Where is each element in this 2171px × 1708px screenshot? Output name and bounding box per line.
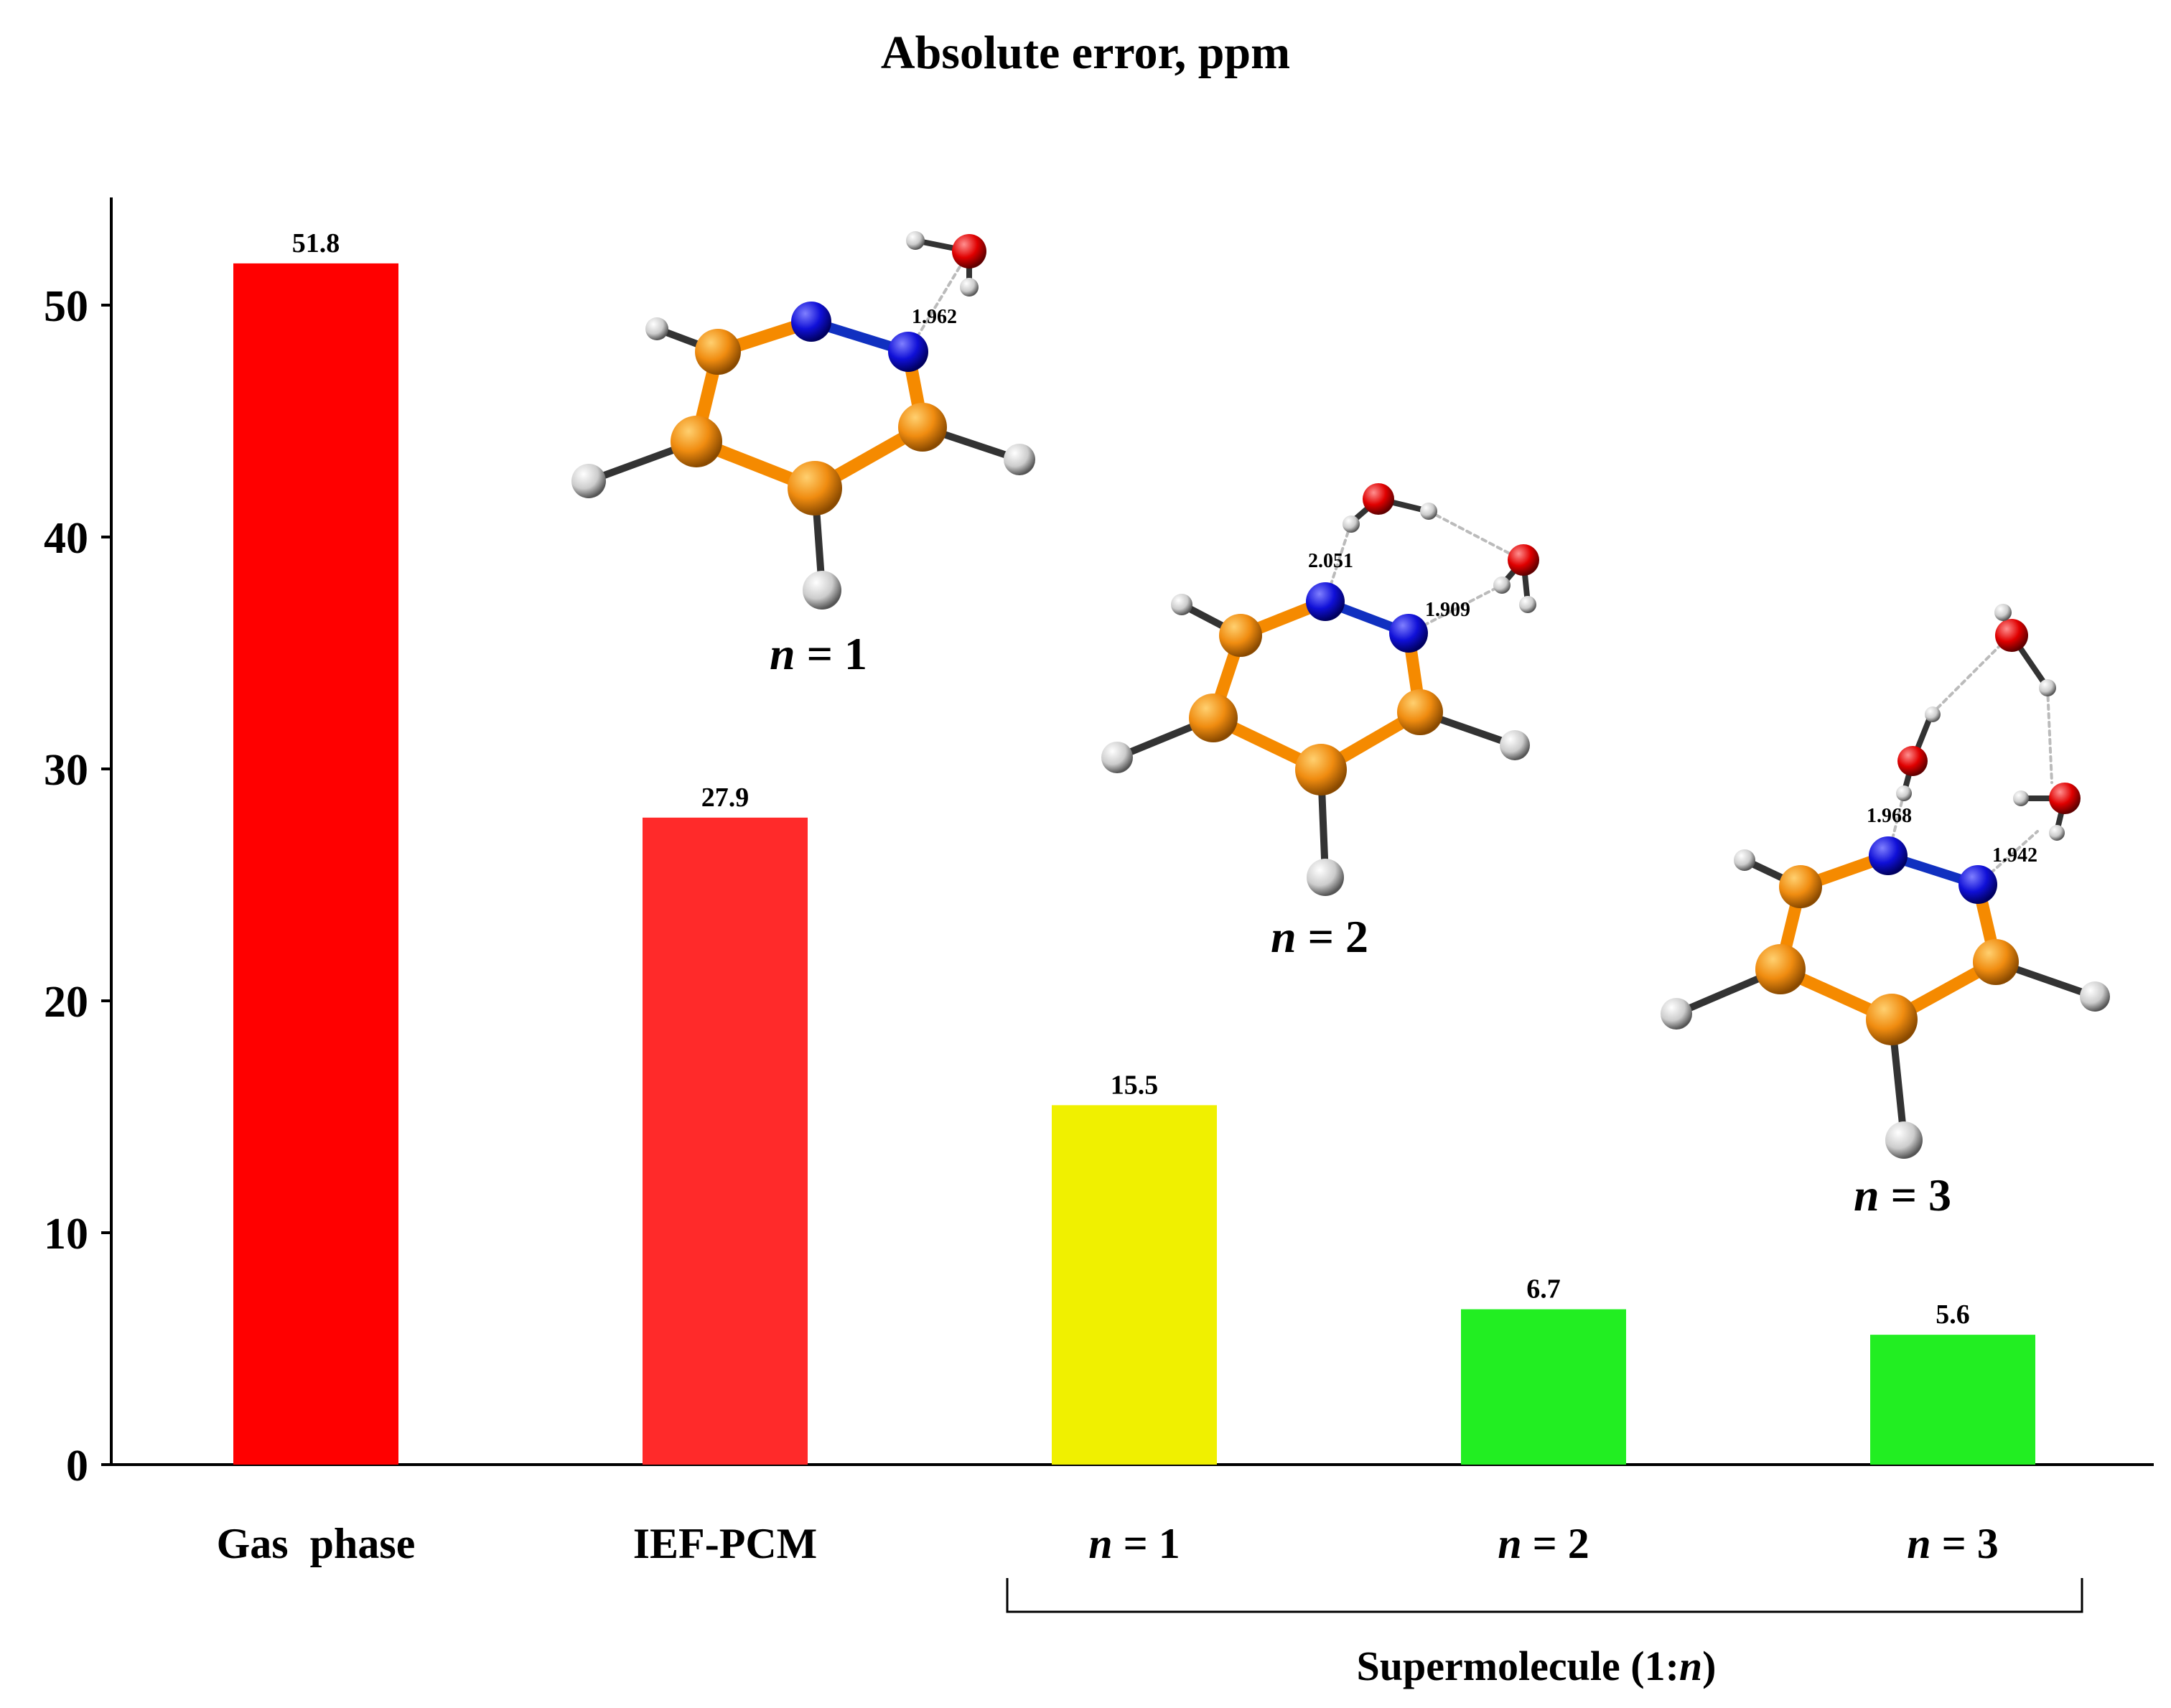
atom-hydrogen <box>2080 981 2110 1012</box>
distance-label: 2.051 <box>1308 550 1353 572</box>
atom-hydrogen <box>1307 859 1344 896</box>
bar-value-label: 5.6 <box>1936 1299 1970 1330</box>
group-bracket: Supermolecule (1:n) <box>1006 1578 2083 1689</box>
atom-hydrogen <box>2049 825 2065 841</box>
bonds <box>1673 611 2098 1142</box>
x-tick-label: Gas phase <box>217 1520 416 1567</box>
atom-oxygen <box>1897 746 1928 776</box>
bonds <box>585 238 1023 592</box>
bracket-line <box>1006 1578 2083 1613</box>
atom-carbon <box>1973 939 2019 985</box>
atom-hydrogen <box>1101 742 1133 773</box>
atom-nitrogen <box>791 302 831 342</box>
x-tick-label: IEF-PCM <box>633 1520 818 1567</box>
atom-hydrogen <box>803 571 841 610</box>
atom-hydrogen <box>1994 604 2012 621</box>
distance-label: 1.968 <box>1867 805 1912 827</box>
atom-oxygen <box>952 234 986 269</box>
atom-hydrogen <box>1500 730 1530 760</box>
atom-hydrogen <box>1734 849 1755 871</box>
atom-hydrogen <box>1885 1121 1923 1159</box>
atom-carbon <box>788 461 842 515</box>
atom-oxygen <box>1508 544 1539 576</box>
atom-hydrogen <box>1519 596 1536 613</box>
bar <box>1052 1105 1217 1465</box>
molecule-label: n = 3 <box>1854 1170 1951 1221</box>
x-tick-label: n = 3 <box>1907 1520 1999 1567</box>
atom-carbon <box>1189 694 1238 742</box>
atom-carbon <box>1295 744 1347 795</box>
atom-hydrogen <box>1171 594 1192 615</box>
atom-nitrogen <box>888 332 928 372</box>
distance-label: 1.942 <box>1992 844 2037 867</box>
x-tick-labels: Gas phase IEF-PCM n = 1 n = 2 n = 3 <box>217 1520 1999 1567</box>
x-tick-label: n = 2 <box>1498 1520 1589 1567</box>
bar <box>643 817 808 1465</box>
y-tick-label: 0 <box>66 1442 88 1490</box>
atom-carbon <box>898 403 947 452</box>
bar-value-label: 6.7 <box>1526 1274 1561 1305</box>
atom-nitrogen <box>1869 836 1908 875</box>
atom-hydrogen <box>1925 706 1941 722</box>
x-tick-label: n = 1 <box>1088 1520 1180 1567</box>
atom-hydrogen <box>906 231 925 250</box>
bar <box>1870 1335 2035 1465</box>
atom-hydrogen <box>571 464 606 498</box>
bars: 51.8 27.9 15.5 6.7 5.6 <box>233 228 2035 1465</box>
distance-label: 1.962 <box>912 306 957 328</box>
atom-oxygen <box>2049 783 2081 814</box>
y-tick-label: 30 <box>44 746 88 795</box>
bracket-label: Supermolecule (1:n) <box>1356 1643 1716 1689</box>
atom-oxygen <box>1995 619 2028 652</box>
bar-value-label: 27.9 <box>701 783 750 813</box>
atom-hydrogen <box>960 278 979 297</box>
y-tick-label: 40 <box>44 514 88 563</box>
y-ticks: 0 10 20 30 40 50 <box>44 282 111 1490</box>
y-tick-label: 20 <box>44 978 88 1027</box>
atom-carbon <box>1755 944 1806 994</box>
molecule-n1: 1.962 n = 1 <box>571 231 1035 679</box>
atom-carbon <box>671 416 722 467</box>
bar-value-label: 51.8 <box>292 228 340 258</box>
atom-hydrogen <box>1661 998 1692 1030</box>
bar <box>1461 1309 1626 1465</box>
distance-label: 1.909 <box>1425 599 1470 621</box>
atom-hydrogen <box>2013 790 2029 806</box>
atom-hydrogen <box>1896 785 1912 801</box>
molecule-n3: 1.968 1.942 n = 3 <box>1661 604 2110 1221</box>
atom-carbon <box>695 329 741 375</box>
atom-nitrogen <box>1389 614 1428 653</box>
atom-hydrogen <box>1343 515 1360 533</box>
bar <box>233 263 398 1465</box>
molecule-label: n = 2 <box>1271 911 1368 962</box>
atom-carbon <box>1866 994 1918 1045</box>
molecule-label: n = 1 <box>770 628 867 679</box>
atom-nitrogen <box>1306 582 1345 621</box>
atom-carbon <box>1219 614 1262 657</box>
atom-hydrogen <box>1420 503 1437 520</box>
atom-nitrogen <box>1958 865 1997 904</box>
atom-hydrogen <box>645 317 668 340</box>
atom-oxygen <box>1363 483 1394 515</box>
chart-title: Absolute error, ppm <box>881 27 1290 79</box>
atom-carbon <box>1397 689 1443 735</box>
atom-hydrogen <box>1493 577 1511 594</box>
bar-value-label: 15.5 <box>1111 1070 1159 1100</box>
y-tick-label: 50 <box>44 282 88 331</box>
y-tick-label: 10 <box>44 1210 88 1259</box>
molecule-n2: 2.051 1.909 n = 2 <box>1101 483 1539 962</box>
atom-carbon <box>1779 865 1822 908</box>
atom-hydrogen <box>1004 444 1035 475</box>
atom-hydrogen <box>2039 679 2056 696</box>
